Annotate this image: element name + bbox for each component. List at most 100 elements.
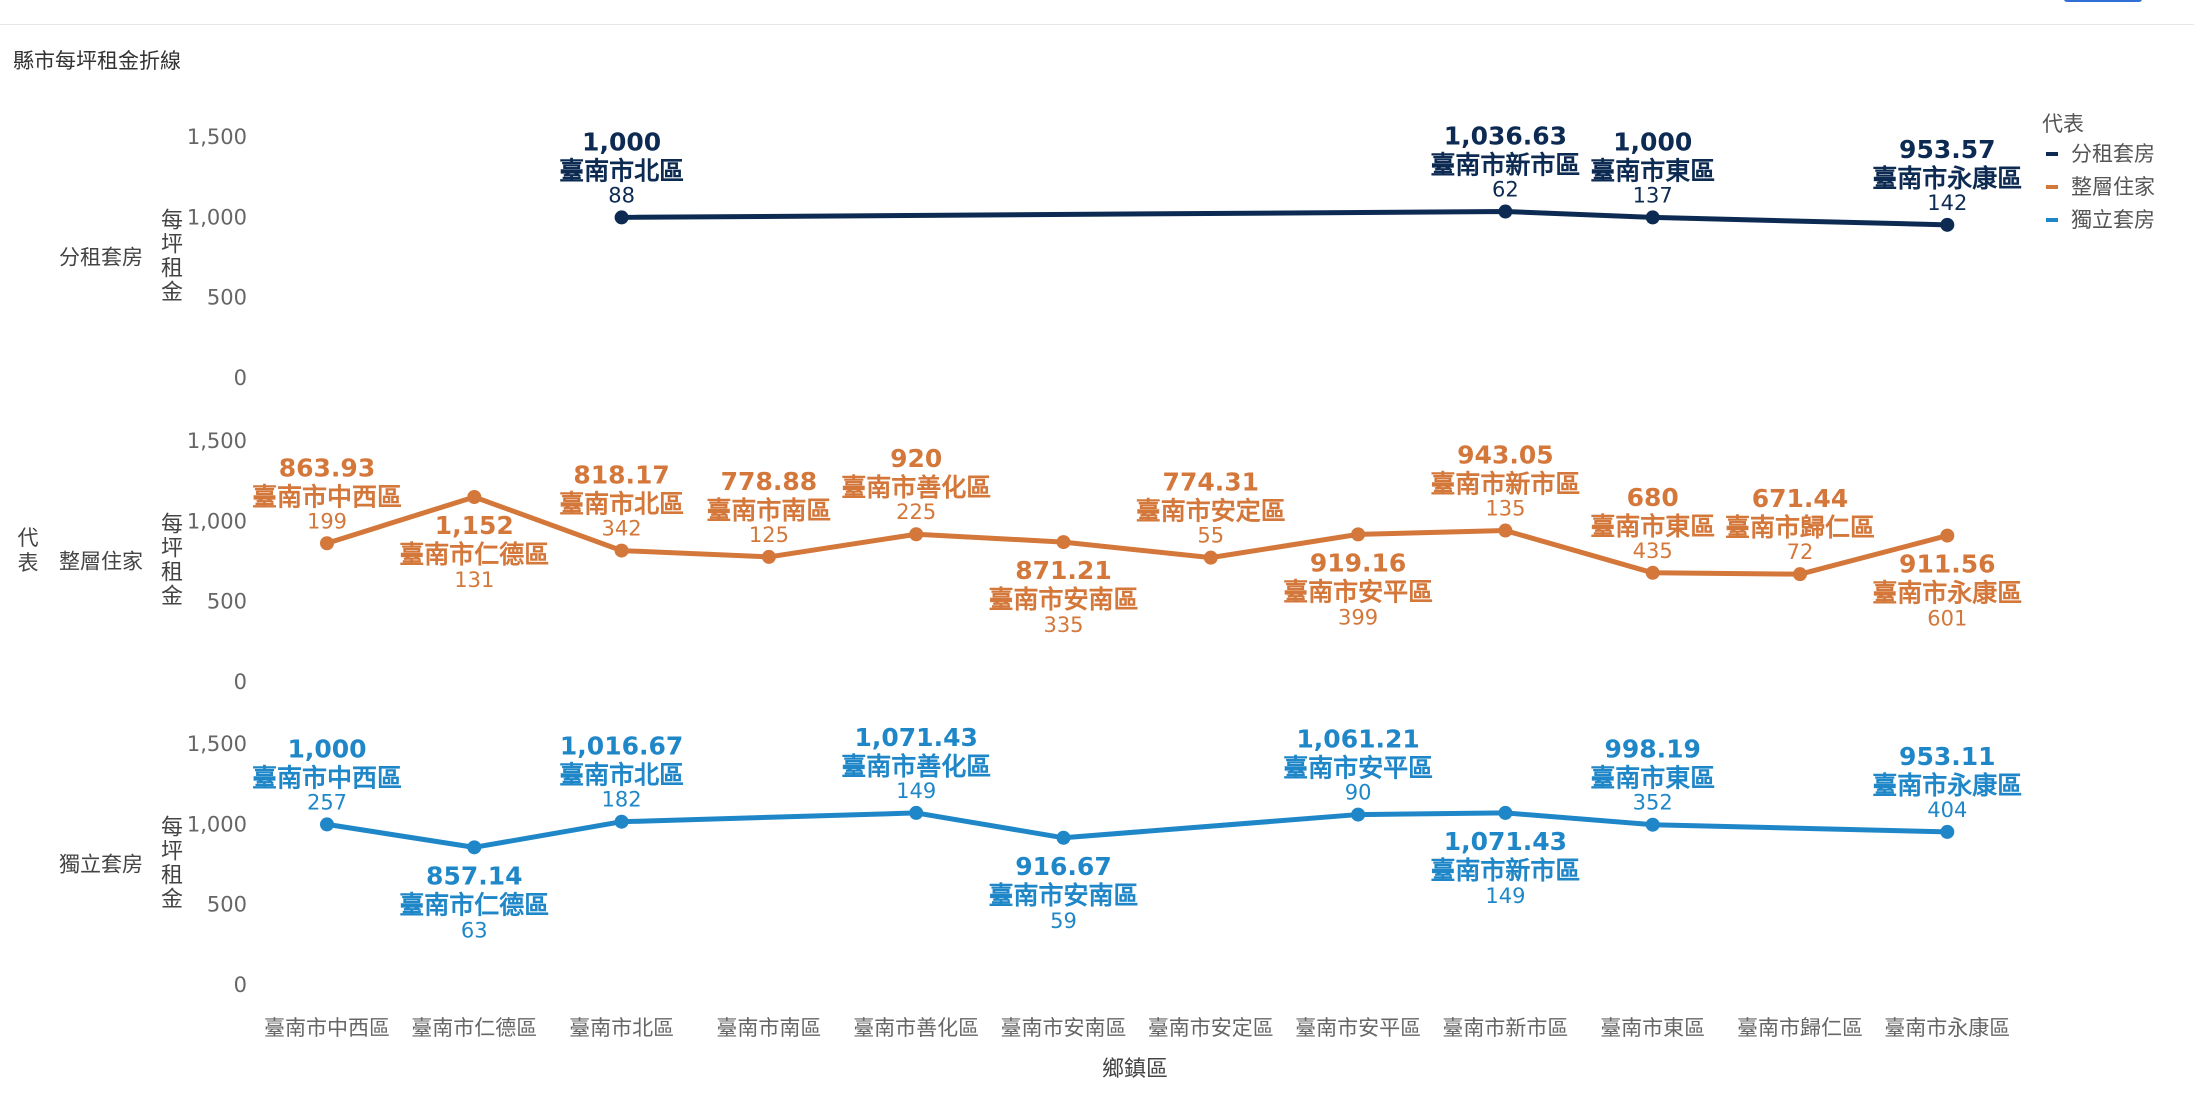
- data-label-district: 臺南市永康區: [1872, 164, 2022, 193]
- toolbar-button[interactable]: [2064, 0, 2142, 2]
- legend-item: 獨立套房: [2071, 208, 2155, 232]
- y-axis-label-char: 金: [161, 888, 183, 913]
- data-label-count: 182: [602, 788, 642, 812]
- data-label-value: 1,152: [435, 511, 514, 540]
- legend-item: 分租套房: [2071, 142, 2155, 166]
- data-label-value: 680: [1627, 483, 1679, 512]
- y-tick-label: 1,500: [187, 125, 247, 149]
- data-label-value: 953.57: [1899, 135, 1995, 164]
- data-label-district: 臺南市北區: [559, 490, 684, 519]
- data-label-value: 998.19: [1604, 735, 1700, 764]
- data-label-count: 137: [1633, 183, 1673, 207]
- data-label-value: 871.21: [1015, 556, 1111, 585]
- y-axis-label-char: 每: [161, 513, 183, 538]
- data-label-count: 149: [1485, 884, 1525, 908]
- x-tick-label: 臺南市新市區: [1442, 1016, 1568, 1040]
- data-label-district: 臺南市東區: [1590, 764, 1715, 793]
- data-label-value: 919.16: [1310, 548, 1406, 577]
- data-label-value: 1,036.63: [1444, 122, 1567, 151]
- data-label-value: 920: [890, 444, 942, 473]
- data-point: [467, 840, 482, 855]
- data-label-count: 335: [1043, 613, 1083, 637]
- data-point: [467, 489, 482, 504]
- x-tick-label: 臺南市永康區: [1884, 1016, 2010, 1040]
- data-label-count: 142: [1927, 191, 1967, 215]
- data-label-count: 404: [1927, 798, 1967, 822]
- data-label-count: 72: [1787, 540, 1814, 564]
- data-label-district: 臺南市善化區: [841, 752, 991, 781]
- data-point: [1498, 805, 1513, 820]
- data-label-district: 臺南市北區: [559, 156, 684, 185]
- data-point: [1645, 210, 1660, 225]
- data-label-count: 199: [307, 509, 347, 533]
- y-tick-label: 1,000: [187, 205, 247, 229]
- y-tick-label: 0: [234, 670, 247, 694]
- data-point: [1940, 824, 1955, 839]
- row-label: 獨立套房: [59, 853, 143, 877]
- x-tick-label: 臺南市中西區: [264, 1016, 390, 1040]
- data-point: [1056, 830, 1071, 845]
- x-tick-label: 臺南市南區: [716, 1016, 821, 1040]
- data-label-district: 臺南市東區: [1590, 512, 1715, 541]
- chart-title: 縣市每坪租金折線: [13, 49, 181, 73]
- y-tick-label: 1,500: [187, 732, 247, 756]
- data-label-district: 臺南市北區: [559, 761, 684, 790]
- data-label-district: 臺南市永康區: [1872, 771, 2022, 800]
- data-label-count: 342: [602, 517, 642, 541]
- data-label-count: 257: [307, 790, 347, 814]
- data-label-district: 臺南市歸仁區: [1725, 513, 1875, 542]
- data-label-district: 臺南市仁德區: [399, 890, 549, 919]
- data-point: [1498, 204, 1513, 219]
- data-label-district: 臺南市中西區: [252, 482, 402, 511]
- data-label-count: 225: [896, 500, 936, 524]
- y-axis-label-char: 金: [161, 281, 183, 306]
- data-point: [761, 549, 776, 564]
- data-point: [320, 536, 334, 551]
- data-point: [1351, 527, 1366, 542]
- x-tick-label: 臺南市安定區: [1148, 1016, 1274, 1040]
- data-label-count: 601: [1927, 607, 1967, 631]
- data-point: [614, 543, 629, 558]
- data-label-count: 59: [1050, 909, 1077, 933]
- y-tick-label: 1,000: [187, 509, 247, 533]
- data-point: [909, 805, 924, 820]
- data-point: [1351, 807, 1366, 822]
- data-label-value: 953.11: [1899, 742, 1995, 771]
- data-label-count: 399: [1338, 605, 1378, 629]
- data-point: [1793, 567, 1807, 582]
- facet-label-char: 代: [18, 526, 39, 550]
- data-label-value: 943.05: [1457, 441, 1553, 470]
- data-label-count: 149: [896, 779, 936, 803]
- row-label: 整層住家: [59, 550, 143, 574]
- data-label-district: 臺南市安平區: [1283, 754, 1433, 783]
- data-point: [614, 814, 629, 829]
- y-tick-label: 1,000: [187, 812, 247, 836]
- legend-item: 整層住家: [2071, 175, 2155, 199]
- x-tick-label: 臺南市善化區: [853, 1016, 979, 1040]
- y-tick-label: 500: [207, 893, 247, 917]
- top-toolbar: [0, 0, 2194, 25]
- y-tick-label: 500: [207, 590, 247, 614]
- data-label-value: 1,000: [287, 734, 366, 763]
- data-label-district: 臺南市仁德區: [399, 540, 549, 569]
- data-label-count: 63: [461, 918, 488, 942]
- series-line: [326, 810, 1948, 850]
- data-point: [614, 210, 629, 225]
- data-label-count: 55: [1197, 524, 1224, 548]
- y-tick-label: 0: [234, 973, 247, 997]
- data-label-value: 1,071.43: [1444, 827, 1567, 856]
- data-label-count: 90: [1345, 781, 1372, 805]
- data-label-count: 352: [1633, 791, 1673, 815]
- y-axis-label-char: 坪: [161, 537, 183, 562]
- data-point: [1056, 535, 1071, 550]
- y-axis-label-char: 每: [161, 816, 183, 841]
- x-axis-label: 鄉鎮區: [1102, 1057, 1168, 1082]
- data-point: [1940, 528, 1955, 543]
- data-point: [320, 817, 334, 832]
- data-point: [909, 527, 924, 542]
- y-axis-label-char: 坪: [161, 840, 183, 865]
- data-label-value: 1,071.43: [855, 723, 978, 752]
- data-label-count: 131: [454, 568, 494, 592]
- data-label-district: 臺南市安定區: [1136, 497, 1286, 526]
